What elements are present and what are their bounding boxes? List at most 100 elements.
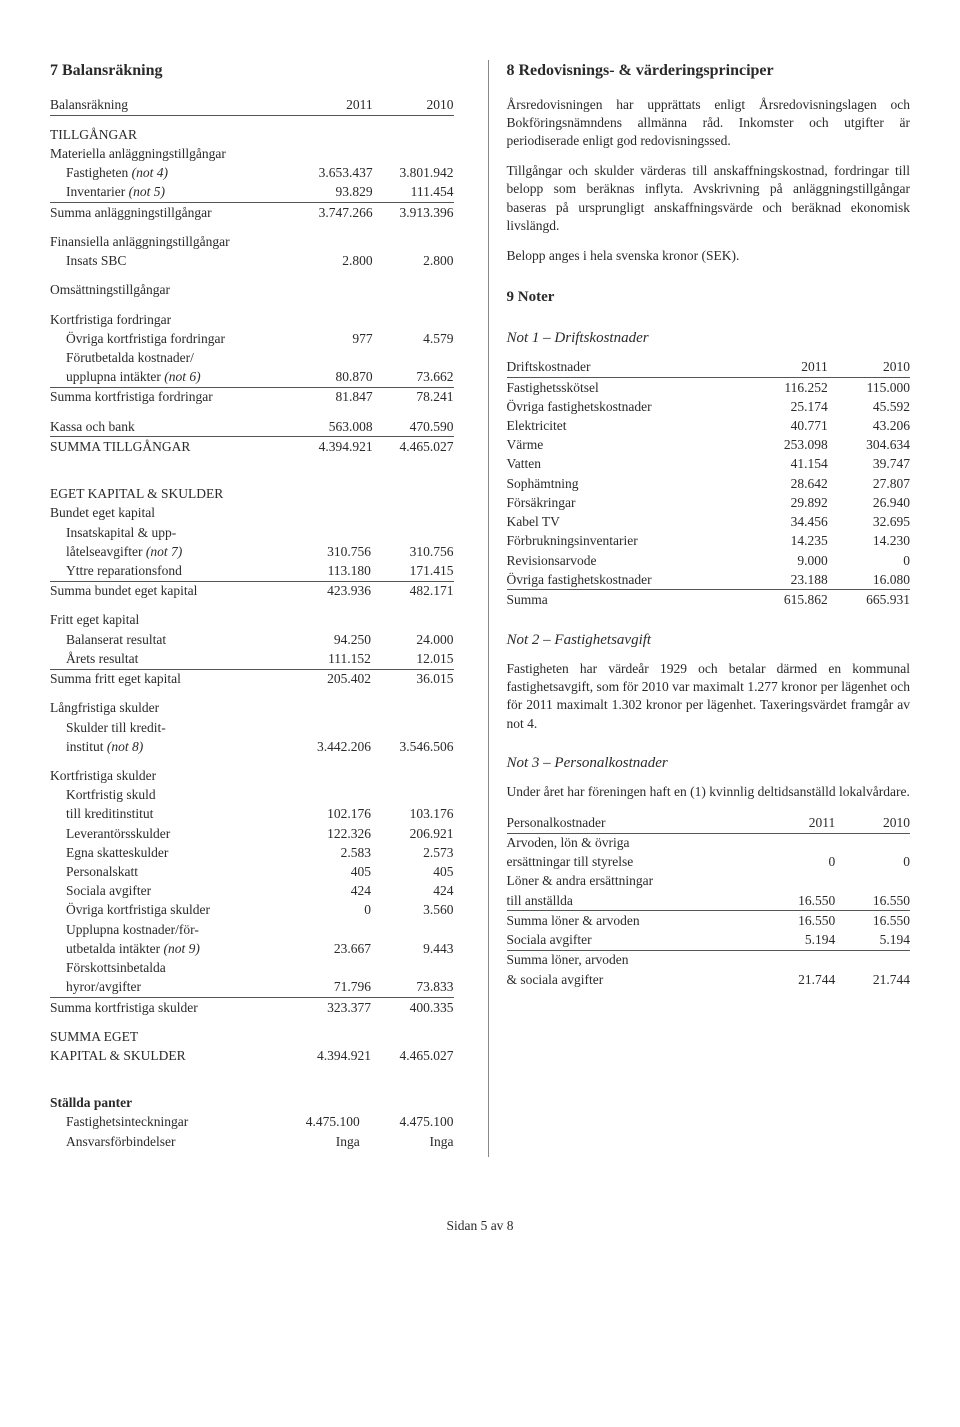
summa-kort-fordr-v1: 81.847	[292, 387, 373, 407]
ersattningar-v1: 0	[761, 853, 836, 872]
upplupna-label: upplupna intäkter (not 6)	[66, 369, 201, 384]
not2-title: Not 2 – Fastighetsavgift	[507, 630, 911, 650]
kort-skulder-label: Kortfristiga skulder	[50, 766, 288, 785]
balanserat-label: Balanserat resultat	[50, 630, 288, 649]
leverantor-v2: 206.921	[371, 824, 454, 843]
drift-row-label: Elektricitet	[507, 417, 746, 436]
upplupna-kostn-label: Upplupna kostnader/för-	[50, 920, 288, 939]
drift-row-v1: 253.098	[746, 436, 828, 455]
forutbetalda-label: Förutbetalda kostnader/	[50, 349, 292, 368]
utbetalda-v1: 23.667	[288, 939, 371, 958]
table-row: Fastighetsskötsel116.252115.000	[507, 378, 911, 398]
yttre-v2: 171.415	[371, 561, 454, 581]
section-8-p3: Belopp anges i hela svenska kronor (SEK)…	[507, 247, 911, 265]
latelseavg-v2: 310.756	[371, 542, 454, 561]
arets-label: Årets resultat	[50, 649, 288, 669]
pers-table: Personalkostnader 2011 2010 Arvoden, lön…	[507, 813, 911, 989]
till-anstallda-v1: 16.550	[761, 891, 836, 911]
oms-label: Omsättningstillgångar	[50, 281, 292, 300]
institut-v2: 3.546.506	[371, 737, 454, 756]
drift-row-v2: 0	[828, 551, 910, 570]
personalskatt-label: Personalskatt	[50, 863, 288, 882]
left-column: 7 Balansräkning Balansräkning 2011 2010 …	[50, 60, 454, 1157]
not2-p: Fastigheten har värdeår 1929 och betalar…	[507, 660, 911, 733]
drift-row-label: Revisionsarvode	[507, 551, 746, 570]
ovriga-kort-fordr-v2: 4.579	[373, 329, 454, 348]
insats-sbc-v2: 2.800	[373, 252, 454, 271]
hyror-label: hyror/avgifter	[50, 978, 288, 998]
egna-skatt-label: Egna skatteskulder	[50, 843, 288, 862]
table-row: Försäkringar29.89226.940	[507, 493, 911, 512]
drift-row-v2: 43.206	[828, 417, 910, 436]
sociala-avg2-label: & sociala avgifter	[507, 970, 761, 989]
table-row: Sophämtning28.64227.807	[507, 474, 911, 493]
table-row: Kabel TV34.45632.695	[507, 513, 911, 532]
ovriga-kort-skulder-label: Övriga kortfristiga skulder	[50, 901, 288, 920]
drift-row-v1: 34.456	[746, 513, 828, 532]
personalskatt-v2: 405	[371, 863, 454, 882]
kortfristig-skuld-label: Kortfristig skuld	[50, 786, 288, 805]
drift-hdr-label: Driftskostnader	[507, 358, 746, 378]
summa-fritt-v2: 36.015	[371, 669, 454, 689]
summa-kort-skulder-label: Summa kortfristiga skulder	[50, 998, 288, 1018]
till-kredit-v1: 102.176	[288, 805, 371, 824]
till-kredit-label: till kreditinstitut	[50, 805, 288, 824]
sociala-avg2-v1: 21.744	[761, 970, 836, 989]
ovriga-kort-skulder-v1: 0	[288, 901, 371, 920]
eget-skulder-table: EGET KAPITAL & SKULDER Bundet eget kapit…	[50, 485, 454, 1066]
summa-bundet-v2: 482.171	[371, 581, 454, 601]
drift-row-label: Övriga fastighetskostnader	[507, 397, 746, 416]
page-columns: 7 Balansräkning Balansräkning 2011 2010 …	[50, 60, 910, 1157]
table-row: Övriga fastighetskostnader25.17445.592	[507, 397, 911, 416]
personalskatt-v1: 405	[288, 863, 371, 882]
insats-sbc-label: Insats SBC	[50, 252, 292, 271]
kassa-label: Kassa och bank	[50, 417, 292, 437]
yttre-v1: 113.180	[288, 561, 371, 581]
latelseavg-label: låtelseavgifter (not 7)	[66, 544, 182, 559]
yttre-label: Yttre reparationsfond	[50, 561, 288, 581]
table-row: Övriga fastighetskostnader23.18816.080	[507, 570, 911, 590]
drift-row-label: Sophämtning	[507, 474, 746, 493]
summa-fritt-label: Summa fritt eget kapital	[50, 669, 288, 689]
drift-row-v2: 304.634	[828, 436, 910, 455]
sociala-label: Sociala avgifter	[507, 931, 761, 951]
ansvars-v2: Inga	[360, 1132, 454, 1151]
insats-sbc-v1: 2.800	[292, 252, 373, 271]
drift-row-v2: 45.592	[828, 397, 910, 416]
drift-row-label: Vatten	[507, 455, 746, 474]
latelseavg-v1: 310.756	[288, 542, 371, 561]
section-8-heading: 8 Redovisnings- & värderingsprinciper	[507, 60, 911, 82]
balanserat-v2: 24.000	[371, 630, 454, 649]
not3-p: Under året har föreningen haft en (1) kv…	[507, 783, 911, 801]
arets-v1: 111.152	[288, 649, 371, 669]
drift-sum-v2: 665.931	[828, 590, 910, 610]
inventarier-label: Inventarier (not 5)	[66, 184, 165, 199]
drift-hdr-y2: 2010	[828, 358, 910, 378]
drift-row-v2: 27.807	[828, 474, 910, 493]
drift-row-label: Kabel TV	[507, 513, 746, 532]
drift-row-label: Förbrukningsinventarier	[507, 532, 746, 551]
mat-label: Materiella anläggningstillgångar	[50, 145, 292, 164]
fastighets-int-v1: 4.475.100	[266, 1113, 360, 1132]
fastighets-int-v2: 4.475.100	[360, 1113, 454, 1132]
drift-row-v1: 116.252	[746, 378, 828, 398]
drift-row-label: Fastighetsskötsel	[507, 378, 746, 398]
till-anstallda-v2: 16.550	[835, 891, 910, 911]
forskotts-label: Förskottsinbetalda	[50, 959, 288, 978]
loner-label: Löner & andra ersättningar	[507, 872, 761, 891]
right-column: 8 Redovisnings- & värderingsprinciper År…	[488, 60, 911, 1157]
section-9-heading: 9 Noter	[507, 287, 911, 307]
table-row: Elektricitet40.77143.206	[507, 417, 911, 436]
stallda-panter-table: Ställda panter Fastighetsinteckningar 4.…	[50, 1094, 454, 1152]
ovriga-kort-skulder-v2: 3.560	[371, 901, 454, 920]
sociala-avg-v1: 424	[288, 882, 371, 901]
drift-row-v1: 23.188	[746, 570, 828, 590]
not3-title: Not 3 – Personalkostnader	[507, 753, 911, 773]
kassa-v2: 470.590	[373, 417, 454, 437]
upplupna-v1: 80.870	[292, 368, 373, 388]
summa-bundet-label: Summa bundet eget kapital	[50, 581, 288, 601]
insatskapital-label: Insatskapital & upp-	[50, 523, 288, 542]
sociala-v2: 5.194	[835, 931, 910, 951]
summa-bundet-v1: 423.936	[288, 581, 371, 601]
summa-tillgangar-v2: 4.465.027	[373, 437, 454, 457]
